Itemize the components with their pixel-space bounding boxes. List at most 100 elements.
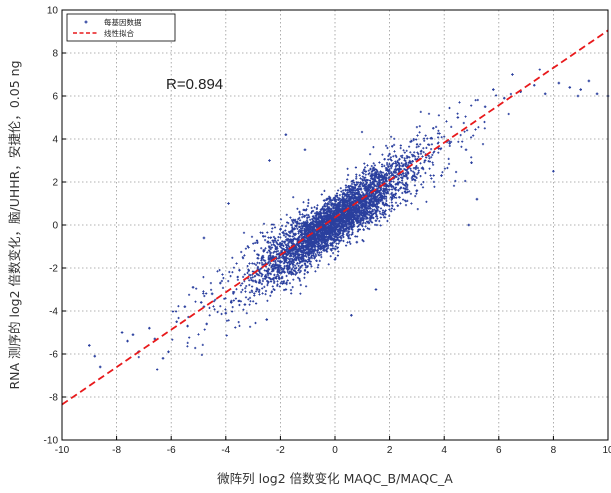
data-point [467, 223, 471, 227]
fit-line-layer [61, 29, 609, 406]
data-point [148, 326, 151, 330]
data-point [595, 92, 599, 96]
data-point [361, 200, 364, 203]
data-point [153, 337, 157, 341]
legend-scatter-marker [84, 20, 88, 24]
legend-label-fit: 线性拟合 [104, 28, 134, 38]
data-point [511, 73, 514, 76]
point-cloud-marks [137, 68, 541, 371]
legend-dot [84, 20, 88, 24]
data-point [470, 161, 473, 164]
data-point [219, 281, 222, 285]
y-tick-label: -6 [49, 350, 58, 361]
data-point [492, 88, 495, 91]
data-point [183, 305, 187, 308]
y-tick-label: 6 [52, 92, 58, 103]
data-point [205, 322, 208, 326]
data-point [98, 365, 102, 369]
data-point [268, 159, 271, 162]
data-point [93, 354, 97, 358]
y-tick-label: 10 [47, 6, 59, 17]
data-point [210, 292, 214, 296]
data-point [227, 202, 230, 205]
data-point [483, 105, 487, 109]
dense-point-cloud [137, 68, 541, 371]
data-point [311, 215, 315, 218]
data-point [557, 81, 561, 85]
data-point [167, 350, 170, 354]
data-point [161, 357, 165, 360]
data-point [464, 148, 468, 152]
data-point [475, 197, 479, 201]
x-tick-label: 0 [332, 445, 338, 456]
data-point [279, 228, 282, 231]
data-point [284, 133, 288, 136]
data-point [251, 279, 255, 283]
y-tick-label: -10 [44, 436, 59, 447]
data-point [270, 264, 274, 268]
data-point [131, 333, 135, 336]
x-tick-label: 2 [387, 445, 393, 456]
data-point [456, 116, 460, 119]
data-point [88, 344, 91, 347]
data-point [396, 204, 400, 207]
data-point [587, 79, 591, 83]
data-point [298, 210, 301, 214]
data-point [431, 126, 435, 130]
x-tick-label: 6 [496, 445, 502, 456]
data-point [126, 339, 129, 343]
data-point [543, 92, 547, 96]
data-point [552, 169, 555, 173]
data-point [243, 303, 247, 306]
y-tick-label: -8 [49, 393, 58, 404]
data-point [224, 311, 228, 315]
data-point [347, 185, 350, 188]
data-point [448, 142, 451, 145]
y-tick-label: 4 [52, 135, 58, 146]
y-tick-label: 0 [52, 221, 58, 232]
x-tick-label: -4 [221, 445, 230, 456]
data-point [374, 288, 378, 291]
x-axis-ticks: -10 -8 -6 -4 -2 0 2 4 6 8 10 [55, 436, 611, 456]
data-point [579, 88, 582, 91]
data-point [284, 288, 288, 291]
data-point [401, 172, 405, 175]
x-tick-label: -10 [55, 445, 70, 456]
data-point [355, 240, 359, 244]
data-point [175, 320, 178, 324]
fit-line [61, 29, 609, 406]
x-tick-label: 8 [551, 445, 557, 456]
data-point [238, 268, 241, 272]
x-axis-title: 微阵列 log2 倍数变化 MAQC_B/MAQC_A [217, 471, 453, 486]
data-point [229, 301, 233, 304]
legend-box [66, 13, 176, 42]
data-point [410, 139, 413, 143]
y-axis-title: RNA 测序的 log2 倍数变化，脑/UHHR，安捷伦，0.05 ng [7, 60, 22, 389]
data-point [568, 86, 572, 89]
data-point [186, 324, 189, 328]
data-point [440, 174, 443, 177]
data-point [576, 94, 580, 98]
data-point [191, 286, 195, 289]
correlation-annotation: R=0.894 [166, 76, 223, 93]
y-axis-ticks: -10 -8 -6 -4 -2 0 2 4 6 8 10 [44, 6, 66, 447]
data-point [120, 331, 124, 334]
data-point [350, 314, 353, 317]
data-point [265, 318, 269, 321]
data-point [325, 197, 329, 201]
data-point [303, 148, 307, 152]
data-point [199, 301, 203, 304]
data-point [532, 83, 536, 87]
data-point [306, 271, 309, 274]
x-tick-label: 4 [441, 445, 447, 456]
y-tick-label: -2 [49, 264, 58, 275]
data-point [423, 159, 427, 162]
y-tick-label: 8 [52, 49, 58, 60]
y-tick-label: -4 [49, 307, 58, 318]
data-point [339, 217, 342, 220]
x-tick-label: -2 [276, 445, 285, 456]
data-point [333, 258, 337, 261]
data-point [369, 167, 372, 171]
x-tick-label: -6 [167, 445, 176, 456]
